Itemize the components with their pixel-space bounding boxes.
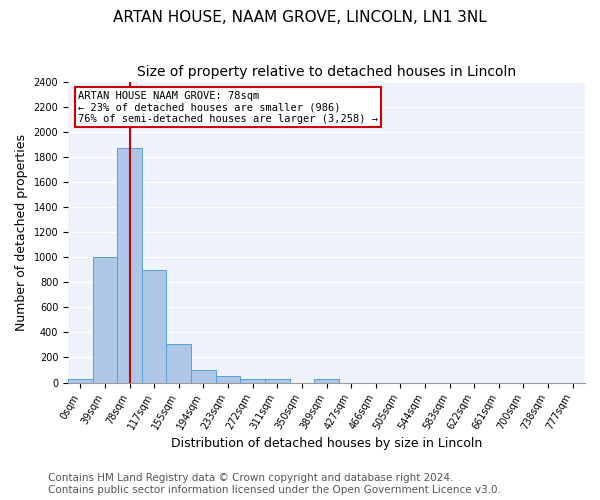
Text: Contains HM Land Registry data © Crown copyright and database right 2024.
Contai: Contains HM Land Registry data © Crown c…	[48, 474, 501, 495]
Y-axis label: Number of detached properties: Number of detached properties	[15, 134, 28, 330]
Text: ARTAN HOUSE, NAAM GROVE, LINCOLN, LN1 3NL: ARTAN HOUSE, NAAM GROVE, LINCOLN, LN1 3N…	[113, 10, 487, 25]
Bar	[265, 380, 290, 382]
X-axis label: Distribution of detached houses by size in Lincoln: Distribution of detached houses by size …	[171, 437, 482, 450]
Bar	[68, 380, 92, 382]
Bar	[117, 148, 142, 382]
Bar	[92, 257, 117, 382]
Text: ARTAN HOUSE NAAM GROVE: 78sqm
← 23% of detached houses are smaller (986)
76% of : ARTAN HOUSE NAAM GROVE: 78sqm ← 23% of d…	[79, 90, 379, 124]
Bar	[142, 270, 166, 382]
Bar	[216, 376, 241, 382]
Bar	[314, 380, 339, 382]
Bar	[241, 379, 265, 382]
Title: Size of property relative to detached houses in Lincoln: Size of property relative to detached ho…	[137, 65, 516, 79]
Bar	[191, 370, 216, 382]
Bar	[166, 344, 191, 382]
